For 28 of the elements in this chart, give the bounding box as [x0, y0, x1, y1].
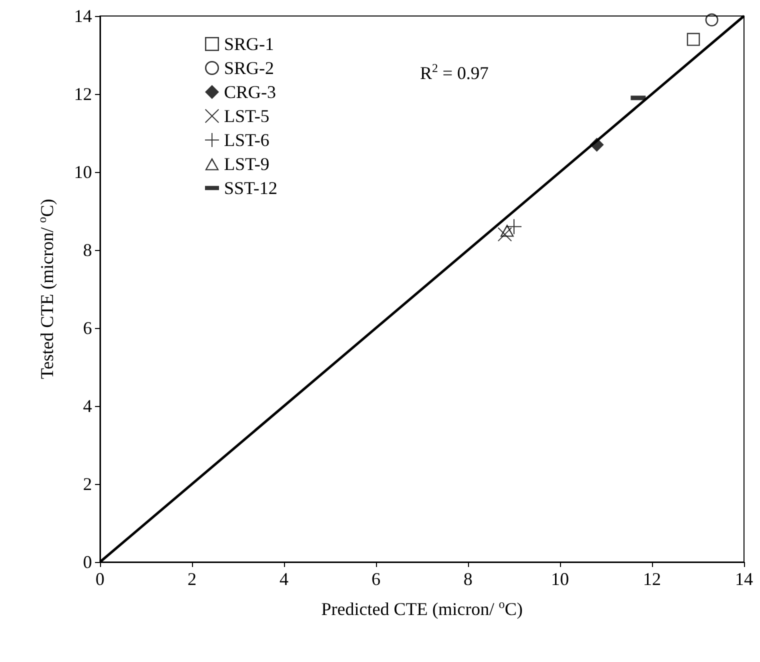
y-tick-label: 8 — [83, 240, 92, 260]
y-tick-label: 4 — [83, 396, 92, 416]
x-tick-label: 4 — [280, 569, 288, 589]
x-tick-label: 14 — [735, 569, 753, 589]
point — [590, 138, 604, 152]
x-tick-label: 8 — [464, 569, 472, 589]
legend-label: LST-6 — [224, 130, 270, 150]
legend-label: SST-12 — [224, 178, 278, 198]
legend-label: LST-5 — [224, 106, 270, 126]
legend-label: CRG-3 — [224, 82, 276, 102]
point — [500, 224, 514, 237]
legend-label: SRG-1 — [224, 34, 274, 54]
y-tick-label: 2 — [83, 474, 92, 494]
x-tick-label: 6 — [372, 569, 380, 589]
legend-label: SRG-2 — [224, 58, 274, 78]
x-tick-label: 10 — [551, 569, 569, 589]
point — [705, 13, 718, 26]
x-tick-label: 2 — [188, 569, 196, 589]
y-tick-label: 10 — [74, 162, 92, 182]
y-tick-label: 0 — [83, 552, 92, 572]
legend-label: LST-9 — [224, 154, 270, 174]
y-tick-label: 12 — [74, 84, 92, 104]
x-tick-label: 12 — [643, 569, 661, 589]
x-tick-label: 0 — [96, 569, 104, 589]
y-tick-label: 14 — [74, 6, 92, 26]
y-tick-label: 6 — [83, 318, 92, 338]
point — [686, 32, 700, 46]
y-axis-title: Tested CTE (micron/ oC) — [35, 198, 57, 380]
